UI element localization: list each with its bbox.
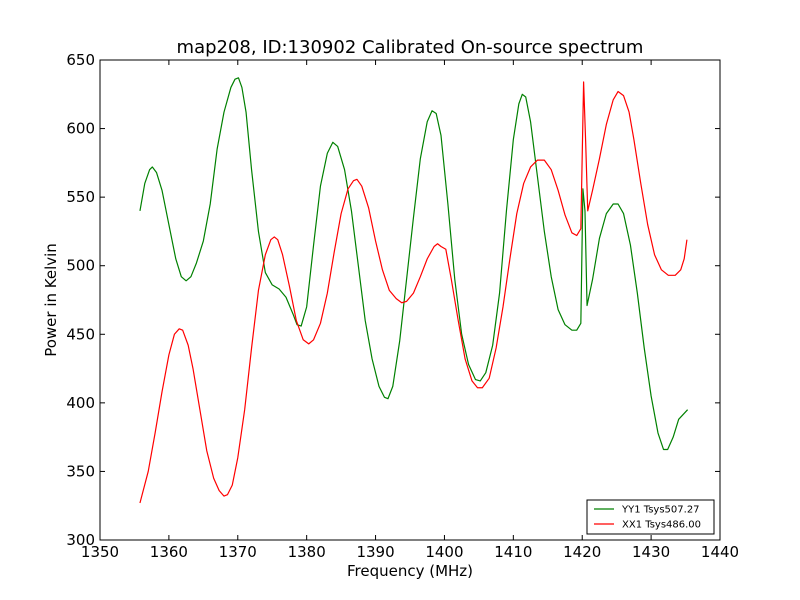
y-tick-label: 300 xyxy=(66,531,95,549)
chart-title: map208, ID:130902 Calibrated On-source s… xyxy=(177,37,644,58)
y-tick-label: 500 xyxy=(66,257,95,275)
legend-label-xx1: XX1 Tsys486.00 xyxy=(622,520,701,531)
x-tick-label: 1420 xyxy=(563,543,601,561)
y-axis-label: Power in Kelvin xyxy=(42,243,60,357)
legend-box xyxy=(586,499,715,535)
x-tick-label: 1440 xyxy=(701,543,739,561)
x-tick-label: 1400 xyxy=(425,543,463,561)
y-tick-label: 400 xyxy=(66,394,95,412)
plot-background xyxy=(100,60,720,540)
legend: YY1 Tsys507.27 XX1 Tsys486.00 xyxy=(586,499,715,535)
x-tick-label: 1390 xyxy=(356,543,394,561)
x-tick-label: 1360 xyxy=(150,543,188,561)
plot-frame xyxy=(99,59,721,541)
x-tick-label: 1410 xyxy=(494,543,532,561)
y-tick-label: 550 xyxy=(66,188,95,206)
y-tick-label: 350 xyxy=(66,462,95,480)
x-tick-label: 1370 xyxy=(219,543,257,561)
legend-label-yy1: YY1 Tsys507.27 xyxy=(621,505,700,516)
ticks-layer: 1350 1360 1370 1380 1390 1400 1410 1420 1430 1440… xyxy=(66,51,739,561)
series-line-yy1 xyxy=(139,77,689,451)
series-line-xx1 xyxy=(139,81,688,504)
x-tick-label: 1430 xyxy=(632,543,670,561)
y-tick-label: 650 xyxy=(66,51,95,69)
y-tick-label: 600 xyxy=(66,120,95,138)
plot-area: 1350 1360 1370 1380 1390 1400 1410 1420 1430 1440… xyxy=(66,51,739,561)
x-tick-label: 1350 xyxy=(81,543,119,561)
y-tick-label: 450 xyxy=(66,325,95,343)
x-axis-label: Frequency (MHz) xyxy=(347,562,473,580)
series-layer xyxy=(139,77,689,504)
x-tick-label: 1380 xyxy=(288,543,326,561)
